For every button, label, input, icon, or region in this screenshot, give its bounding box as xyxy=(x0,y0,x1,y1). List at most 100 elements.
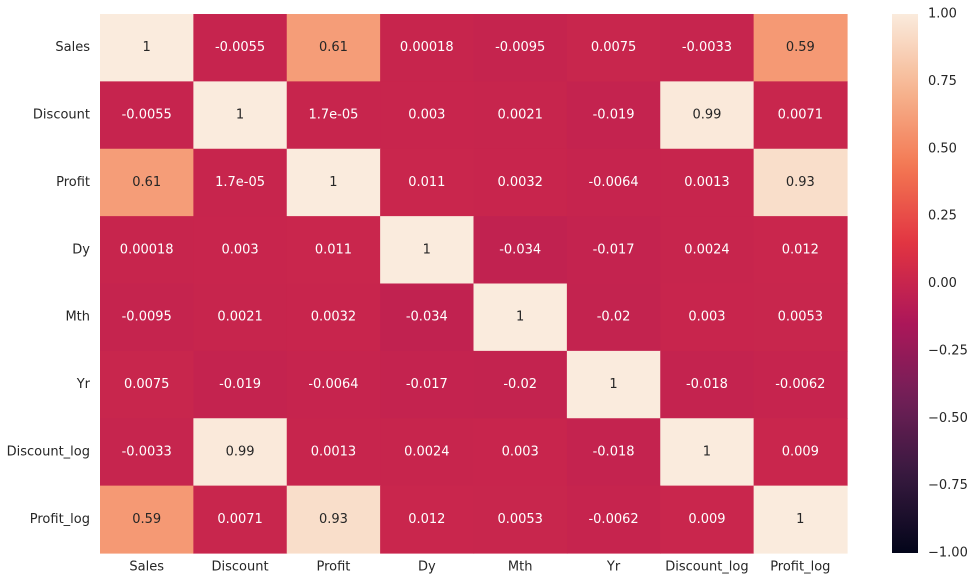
heatmap-cell-Profit_log-Mth xyxy=(473,485,568,554)
cell-value-label: -0.019 xyxy=(593,108,635,123)
heatmap-cell-Dy-Discount_log xyxy=(660,216,755,285)
colorbar-tick-label: 1.00 xyxy=(928,7,957,22)
cell-value-label: -0.018 xyxy=(593,444,635,459)
heatmap-cell-Yr-Profit_log xyxy=(753,350,848,419)
cell-value-label: 1 xyxy=(329,175,337,190)
y-tick-label: Dy xyxy=(72,242,90,257)
cell-value-label: 0.0032 xyxy=(497,175,543,190)
cell-value-label: 0.00018 xyxy=(120,242,174,257)
heatmap-cell-Dy-Profit_log xyxy=(753,216,848,285)
cell-value-label: 1 xyxy=(143,40,151,55)
cell-value-label: 0.59 xyxy=(786,40,815,55)
heatmap-cell-Discount-Profit_log xyxy=(753,81,848,150)
heatmap-cell-Dy-Sales xyxy=(100,216,194,285)
heatmap-cells xyxy=(100,14,848,554)
cell-value-label: 0.009 xyxy=(782,444,819,459)
heatmap-cell-labels: 1 -0.0055 0.61 0.00018 -0.0095 0.0075 -0.0033 0… xyxy=(120,40,826,527)
heatmap-cell-Profit-Mth xyxy=(473,148,568,217)
heatmap-cell-Mth-Profit xyxy=(286,283,381,352)
heatmap-cell-Sales-Dy xyxy=(380,14,475,82)
cell-value-label: 1 xyxy=(236,108,244,123)
colorbar-tick-label: 0.25 xyxy=(928,209,957,224)
colorbar-tick-label: −0.50 xyxy=(928,411,968,426)
heatmap-cell-Discount_log-Mth xyxy=(473,418,568,487)
cell-value-label: -0.02 xyxy=(503,377,537,392)
heatmap-cell-Profit-Profit_log xyxy=(753,148,848,217)
heatmap-cell-Profit_log-Dy xyxy=(380,485,475,554)
cell-value-label: 1 xyxy=(516,310,524,325)
cell-value-label: 0.0071 xyxy=(778,108,824,123)
cell-value-label: 1.7e-05 xyxy=(215,175,265,190)
cell-value-label: -0.018 xyxy=(686,377,728,392)
cell-value-label: -0.0062 xyxy=(775,377,825,392)
cell-value-label: 0.009 xyxy=(688,512,725,527)
cell-value-label: -0.02 xyxy=(597,310,631,325)
cell-value-label: -0.034 xyxy=(406,310,448,325)
cell-value-label: -0.034 xyxy=(499,242,541,257)
heatmap-cell-Profit-Discount xyxy=(193,148,288,217)
cell-value-label: 0.59 xyxy=(132,512,161,527)
heatmap-cell-Dy-Discount xyxy=(193,216,288,285)
x-tick-label: Profit_log xyxy=(770,560,830,575)
cell-value-label: 0.0053 xyxy=(778,310,824,325)
heatmap-cell-Discount_log-Yr xyxy=(566,418,661,487)
colorbar-tick-label: −0.75 xyxy=(928,478,968,493)
heatmap-cell-Mth-Discount_log xyxy=(660,283,755,352)
heatmap-cell-Profit_log-Discount_log xyxy=(660,485,755,554)
heatmap-cell-Mth-Dy xyxy=(380,283,475,352)
cell-value-label: 0.011 xyxy=(408,175,445,190)
heatmap-cell-Profit_log-Sales xyxy=(100,485,194,554)
x-tick-label: Mth xyxy=(508,560,533,575)
cell-value-label: -0.0095 xyxy=(495,40,545,55)
colorbar-tick-label: 0.75 xyxy=(928,74,957,89)
cell-value-label: 1 xyxy=(796,512,804,527)
cell-value-label: -0.0033 xyxy=(682,40,732,55)
cell-value-label: 0.012 xyxy=(408,512,445,527)
cell-value-label: 0.93 xyxy=(786,175,815,190)
heatmap-cell-Discount-Mth xyxy=(473,81,568,150)
cell-value-label: 0.0024 xyxy=(404,444,450,459)
cell-value-label: 0.0021 xyxy=(497,108,543,123)
x-tick-label: Yr xyxy=(606,560,621,575)
cell-value-label: 0.0013 xyxy=(684,175,730,190)
heatmap-cell-Sales-Discount xyxy=(193,14,288,82)
heatmap-cell-Yr-Mth xyxy=(473,350,568,419)
y-tick-label: Yr xyxy=(76,377,91,392)
heatmap-cell-Sales-Profit xyxy=(286,14,381,82)
x-tick-label: Sales xyxy=(129,560,164,575)
heatmap-cell-Sales-Sales xyxy=(100,14,194,82)
heatmap-cell-Discount_log-Profit_log xyxy=(753,418,848,487)
cell-value-label: 0.93 xyxy=(319,512,348,527)
y-tick-label: Mth xyxy=(65,310,90,325)
heatmap-cell-Mth-Profit_log xyxy=(753,283,848,352)
cell-value-label: 0.0024 xyxy=(684,242,730,257)
cell-value-label: 0.003 xyxy=(221,242,258,257)
x-axis-ticks: Sales Discount Profit Dy Mth Yr Discount_log Pr… xyxy=(129,560,830,575)
cell-value-label: 0.0071 xyxy=(217,512,263,527)
heatmap-cell-Profit_log-Discount xyxy=(193,485,288,554)
heatmap-cell-Profit-Profit xyxy=(286,148,381,217)
colorbar-tick-label: 0.00 xyxy=(928,276,957,291)
colorbar-gradient xyxy=(892,14,918,553)
heatmap-cell-Sales-Profit_log xyxy=(753,14,848,82)
cell-value-label: 1 xyxy=(423,242,431,257)
colorbar-tick-label: 0.50 xyxy=(928,141,957,156)
heatmap-cell-Profit-Dy xyxy=(380,148,475,217)
heatmap-cell-Discount-Profit xyxy=(286,81,381,150)
cell-value-label: 0.00018 xyxy=(400,40,454,55)
colorbar-tick-label: −0.25 xyxy=(928,343,968,358)
cell-value-label: -0.0064 xyxy=(588,175,638,190)
heatmap-cell-Mth-Mth xyxy=(473,283,568,352)
heatmap-cell-Yr-Dy xyxy=(380,350,475,419)
heatmap-cell-Sales-Mth xyxy=(473,14,568,82)
heatmap-cell-Dy-Profit xyxy=(286,216,381,285)
x-tick-label: Profit xyxy=(316,560,350,575)
heatmap-cell-Yr-Yr xyxy=(566,350,661,419)
cell-value-label: 0.003 xyxy=(688,310,725,325)
y-tick-label: Discount_log xyxy=(7,444,90,459)
heatmap-cell-Mth-Sales xyxy=(100,283,194,352)
x-tick-label: Discount xyxy=(212,560,269,575)
heatmap-cell-Discount_log-Discount_log xyxy=(660,418,755,487)
